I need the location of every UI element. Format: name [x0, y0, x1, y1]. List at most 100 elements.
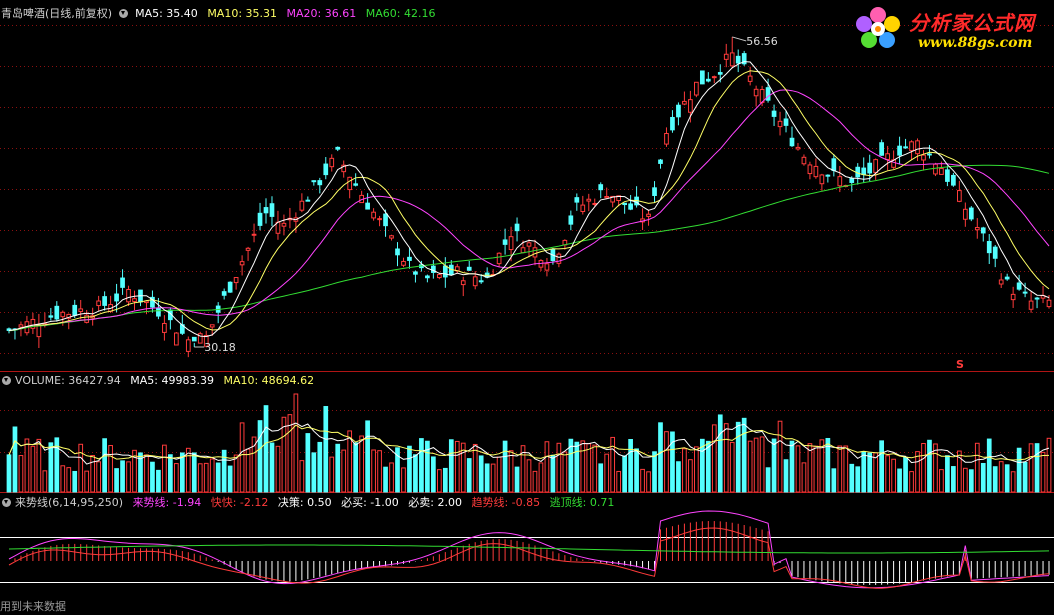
volume-bar — [688, 459, 693, 493]
volume-bar — [66, 467, 72, 493]
candle-body — [897, 145, 902, 156]
volume-bar — [413, 454, 418, 493]
candle-body — [173, 332, 179, 346]
bimai-label: 必买: -1.00 — [341, 496, 399, 509]
chevron-down-icon[interactable] — [2, 376, 11, 385]
candle-body — [389, 235, 394, 239]
volume-bar — [191, 452, 197, 493]
volume-bar — [120, 460, 125, 493]
volume-bar — [670, 431, 675, 493]
volume-bar — [221, 449, 227, 493]
candle-body — [849, 177, 855, 183]
volume-bar — [586, 443, 592, 493]
volume-bar — [664, 431, 669, 493]
volume-bar — [347, 430, 353, 493]
volume-bar — [323, 406, 329, 493]
candle-body — [711, 76, 717, 79]
volume-bar — [1028, 443, 1034, 493]
candle-body — [628, 203, 633, 210]
candle-body — [335, 146, 341, 150]
volume-bar — [502, 440, 508, 493]
volume-bar — [628, 439, 633, 493]
candle-body — [401, 260, 406, 266]
volume-label: VOLUME: 36427.94 — [15, 374, 121, 387]
volume-bar — [604, 453, 610, 493]
candle-body — [407, 256, 412, 261]
volume-bar — [580, 440, 586, 493]
volume-bar — [962, 467, 968, 493]
juece-label: 决策: 0.50 — [277, 496, 332, 509]
volume-bar — [622, 455, 627, 493]
volume-bar — [717, 414, 723, 493]
volume-bar — [96, 461, 101, 493]
volume-bar — [694, 446, 699, 493]
volume-bar — [359, 435, 364, 493]
volume-bar — [801, 462, 807, 493]
candle-body — [54, 305, 60, 320]
candle-body — [227, 281, 233, 293]
volume-bar — [1004, 464, 1010, 493]
candle-body — [353, 183, 359, 186]
ma5-line — [8, 61, 1050, 338]
candle-body — [771, 110, 777, 117]
candle-body — [885, 153, 890, 160]
candle-body — [383, 213, 388, 227]
volume-bar — [466, 458, 472, 493]
chevron-down-icon[interactable] — [118, 9, 128, 18]
volume-bar — [335, 443, 341, 493]
candle-body — [371, 211, 376, 219]
volume-bar — [389, 462, 394, 493]
volume-bar — [843, 445, 849, 493]
candle-body — [84, 314, 90, 323]
candle-body — [496, 252, 502, 265]
candle-body — [209, 324, 215, 328]
candle-body — [60, 311, 66, 318]
candle-body — [508, 236, 514, 251]
candle-body — [873, 159, 879, 173]
volume-bar — [921, 443, 926, 493]
candle-body — [377, 218, 382, 221]
volume-bar — [395, 447, 400, 493]
volume-bar — [777, 420, 783, 493]
candle-body — [610, 195, 616, 203]
volume-bar — [287, 414, 293, 493]
site-logo: 分析家公式网 www.88gs.com — [852, 2, 1052, 56]
volume-bar — [36, 438, 42, 493]
candle-body — [347, 176, 353, 191]
candle-body — [323, 163, 329, 176]
volume-bar — [1016, 447, 1022, 493]
candle-body — [694, 81, 699, 96]
candle-body — [72, 304, 78, 316]
volume-ma10-line — [8, 424, 1050, 461]
candle-body — [197, 333, 203, 344]
candle-body — [1034, 297, 1040, 300]
volume-bar — [239, 422, 245, 493]
volume-bar — [353, 442, 359, 493]
candle-body — [699, 70, 705, 85]
volume-bar — [162, 444, 167, 493]
candle-body — [48, 315, 54, 318]
volume-bar — [538, 462, 544, 493]
candle-body — [502, 239, 508, 245]
candle-body — [658, 159, 663, 164]
candle-body — [753, 88, 759, 97]
candle-body — [861, 167, 867, 176]
candle-body — [1016, 282, 1022, 290]
candle-body — [831, 158, 837, 172]
volume-bar — [867, 452, 873, 493]
candle-body — [915, 140, 920, 155]
volume-bar — [699, 438, 705, 493]
volume-bar — [711, 424, 717, 493]
candle-body — [741, 53, 747, 65]
taoding-label: 逃顶线: 0.71 — [549, 496, 615, 509]
candle-body — [162, 322, 167, 333]
candle-body — [96, 300, 101, 307]
chevron-down-icon[interactable] — [2, 498, 11, 507]
volume-bar — [837, 445, 843, 493]
candle-body — [185, 339, 191, 352]
volume-bar — [855, 466, 861, 493]
volume-bar — [478, 455, 484, 493]
volume-bar — [592, 444, 598, 493]
volume-bar — [42, 470, 48, 493]
